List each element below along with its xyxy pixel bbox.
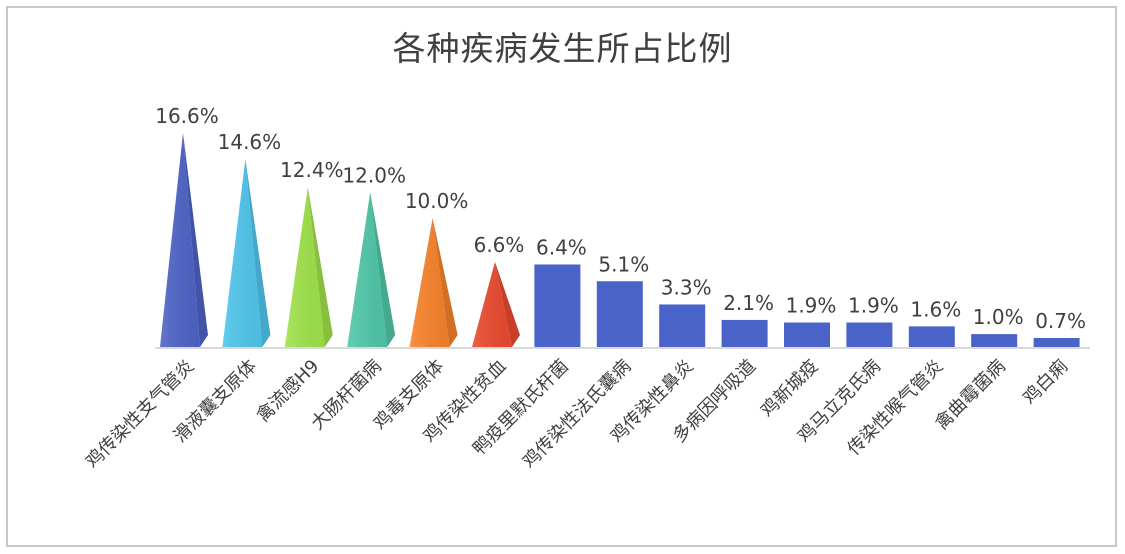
category-label: 鸡白痢	[1019, 356, 1072, 409]
pyramid-bar	[472, 261, 520, 347]
value-label: 6.6%	[474, 233, 525, 257]
column-bar	[971, 334, 1018, 347]
value-label: 1.9%	[848, 294, 899, 318]
value-label: 1.9%	[786, 294, 837, 318]
value-label: 12.0%	[342, 163, 406, 187]
chart-title: 各种疾病发生所占比例	[392, 29, 733, 68]
pyramid-bar	[347, 192, 396, 347]
column-bar	[784, 322, 830, 347]
pyramid-bar	[222, 158, 271, 347]
value-label: 1.6%	[910, 297, 961, 321]
value-label: 6.4%	[536, 235, 587, 259]
pyramid-bar	[160, 133, 208, 347]
column-bar	[534, 264, 581, 347]
value-label: 14.6%	[218, 130, 282, 154]
column-bar	[1033, 337, 1080, 347]
category-label: 鸡传染性法氏囊病	[519, 356, 636, 473]
column-bar	[596, 281, 643, 347]
value-labels-group: 16.6%14.6% 12.4%12.0%10.0%6.6% 6.4% 5.1% 3.3…	[155, 104, 1086, 333]
value-label: 12.4%	[280, 158, 344, 182]
value-label: 1.0%	[973, 305, 1024, 329]
value-label: 3.3%	[661, 275, 712, 299]
value-label: 2.1%	[723, 291, 774, 315]
category-labels-group: 鸡传染性支气管炎滑液囊支原体禽流感H9大肠杆菌病鸡毒支原体鸡传染性贫血鸭疫里默氏…	[82, 356, 1072, 473]
column-bar	[846, 322, 893, 347]
value-label: 5.1%	[598, 252, 649, 276]
column-bar	[721, 319, 768, 347]
bars-group	[160, 133, 1080, 347]
pyramid-bar	[284, 187, 333, 347]
value-label: 10.0%	[405, 189, 469, 213]
column-bar	[659, 304, 706, 347]
column-bar	[908, 326, 955, 347]
value-label: 16.6%	[155, 104, 219, 128]
pyramid-bar	[409, 218, 458, 347]
category-label: 鸡传染性支气管炎	[82, 356, 199, 473]
value-label: 0.7%	[1035, 309, 1086, 333]
category-label: 鸡新城疫	[757, 356, 823, 422]
